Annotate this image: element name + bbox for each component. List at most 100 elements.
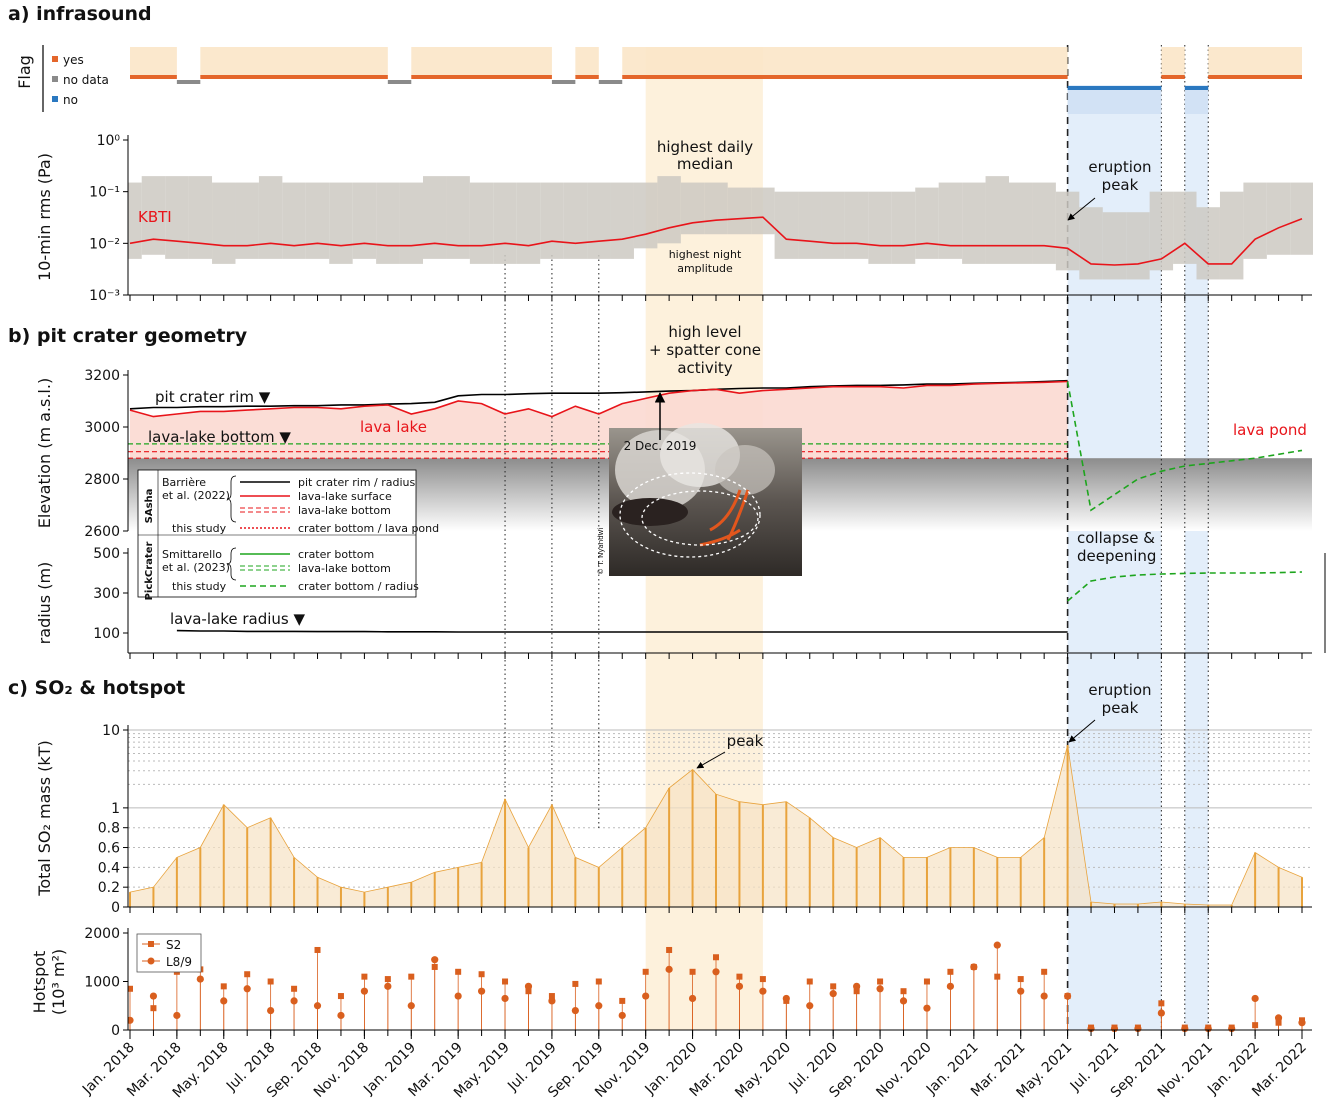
annotation: + spatter cone (649, 341, 761, 359)
y-tick-label: 10⁰ (97, 133, 121, 149)
rms-range (376, 183, 399, 264)
legend-label: no (63, 93, 78, 107)
hotspot-marker (876, 985, 883, 992)
flag-fill (411, 47, 552, 76)
y-tick-label: 0.8 (98, 821, 120, 837)
hotspot-marker (947, 969, 953, 975)
y-axis-label: 10-min rms (Pa) (35, 153, 54, 281)
rms-range (915, 188, 938, 259)
hotspot-marker (947, 983, 954, 990)
hotspot-marker (455, 969, 461, 975)
flag-fill (1185, 89, 1208, 114)
rms-range (868, 192, 891, 264)
hotspot-marker (970, 963, 977, 970)
annotation: lava pond (1233, 421, 1307, 439)
y-tick-label: 0.4 (98, 860, 120, 876)
rms-range (564, 183, 587, 259)
hotspot-marker (315, 947, 321, 953)
hotspot-marker (1041, 992, 1048, 999)
legend-source: this study (172, 522, 227, 535)
hotspot-marker (1018, 976, 1024, 982)
legend-source: Barrière (162, 476, 206, 489)
flag-fill (1068, 89, 1162, 114)
legend-label: crater bottom / lava pond (298, 522, 439, 535)
hotspot-marker (595, 1002, 602, 1009)
hotspot-marker (525, 983, 532, 990)
y-tick-label: 0 (111, 900, 120, 916)
rms-range (540, 183, 563, 259)
y-tick-label: 3000 (84, 420, 120, 436)
legend-marker (148, 941, 154, 947)
annotation: collapse & (1077, 529, 1155, 547)
hotspot-marker (290, 997, 297, 1004)
hotspot-marker (479, 971, 485, 977)
hotspot-marker (1064, 992, 1071, 999)
hotspot-marker (244, 985, 251, 992)
legend-swatch (52, 96, 58, 102)
hotspot-marker (736, 983, 743, 990)
hotspot-marker (291, 986, 297, 992)
legend-label: crater bottom / radius (298, 580, 419, 593)
hotspot-marker (1017, 988, 1024, 995)
rms-range (1009, 183, 1032, 264)
hotspot-marker (1275, 1014, 1282, 1021)
rms-range (282, 183, 305, 259)
legend-swatch (52, 56, 58, 62)
rms-range (353, 183, 376, 259)
hotspot-marker (643, 969, 649, 975)
annotation: median (677, 155, 733, 173)
panel-title: b) pit crater geometry (8, 325, 248, 347)
hotspot-marker (408, 1002, 415, 1009)
hotspot-marker (384, 983, 391, 990)
rms-range (1103, 212, 1126, 279)
hotspot-marker (385, 976, 391, 982)
y-tick-label: 10⁻³ (89, 288, 120, 304)
hotspot-marker (689, 995, 696, 1002)
y-tick-label: 300 (93, 586, 120, 602)
hotspot-marker (126, 1017, 133, 1024)
rms-range (798, 192, 821, 259)
hotspot-marker (173, 1012, 180, 1019)
hotspot-marker (924, 979, 930, 985)
rms-range (1126, 212, 1149, 279)
panel-title: a) infrasound (8, 3, 152, 25)
y-axis-label: Elevation (m a.s.l.) (35, 378, 54, 528)
legend-label: lava-lake bottom (298, 562, 391, 575)
rms-range (728, 188, 751, 235)
rms-range (1197, 207, 1220, 279)
legend-label: lava-lake surface (298, 490, 392, 503)
hotspot-marker (807, 979, 813, 985)
hotspot-marker (806, 1002, 813, 1009)
rms-range (1056, 192, 1079, 271)
hotspot-marker (596, 979, 602, 985)
hotspot-marker (760, 976, 766, 982)
hotspot-marker (853, 983, 860, 990)
hotspot-marker (244, 971, 250, 977)
hotspot-marker (666, 947, 672, 953)
y-tick-label: 0.2 (98, 880, 120, 896)
legend-swatch (52, 76, 58, 82)
legend-label: yes (63, 53, 84, 67)
hotspot-marker (501, 995, 508, 1002)
legend-marker (148, 958, 155, 965)
hotspot-marker (572, 981, 578, 987)
y-tick-label: 1 (111, 801, 120, 817)
annotation: amplitude (677, 262, 733, 275)
rms-range (212, 183, 235, 264)
y-axis-label: (10³ m²) (49, 949, 68, 1015)
flag-fill (1161, 47, 1184, 76)
rms-range (1220, 192, 1243, 280)
hotspot-marker (502, 979, 508, 985)
y-tick-label: 2600 (84, 524, 120, 540)
rms-range (400, 183, 423, 264)
figure: a) infrasoundFlag10-min rms (Pa)10⁻³10⁻²… (0, 0, 1327, 1112)
y-axis-label: Hotspot (30, 951, 49, 1014)
annotation: highest daily (657, 138, 753, 156)
hotspot-marker (783, 995, 790, 1002)
legend-source: Smittarello (162, 548, 222, 561)
rms-range (493, 183, 516, 264)
rms-range (259, 176, 282, 259)
flag-fill (130, 47, 177, 76)
flag-fill (200, 47, 388, 76)
hotspot-marker (830, 990, 837, 997)
